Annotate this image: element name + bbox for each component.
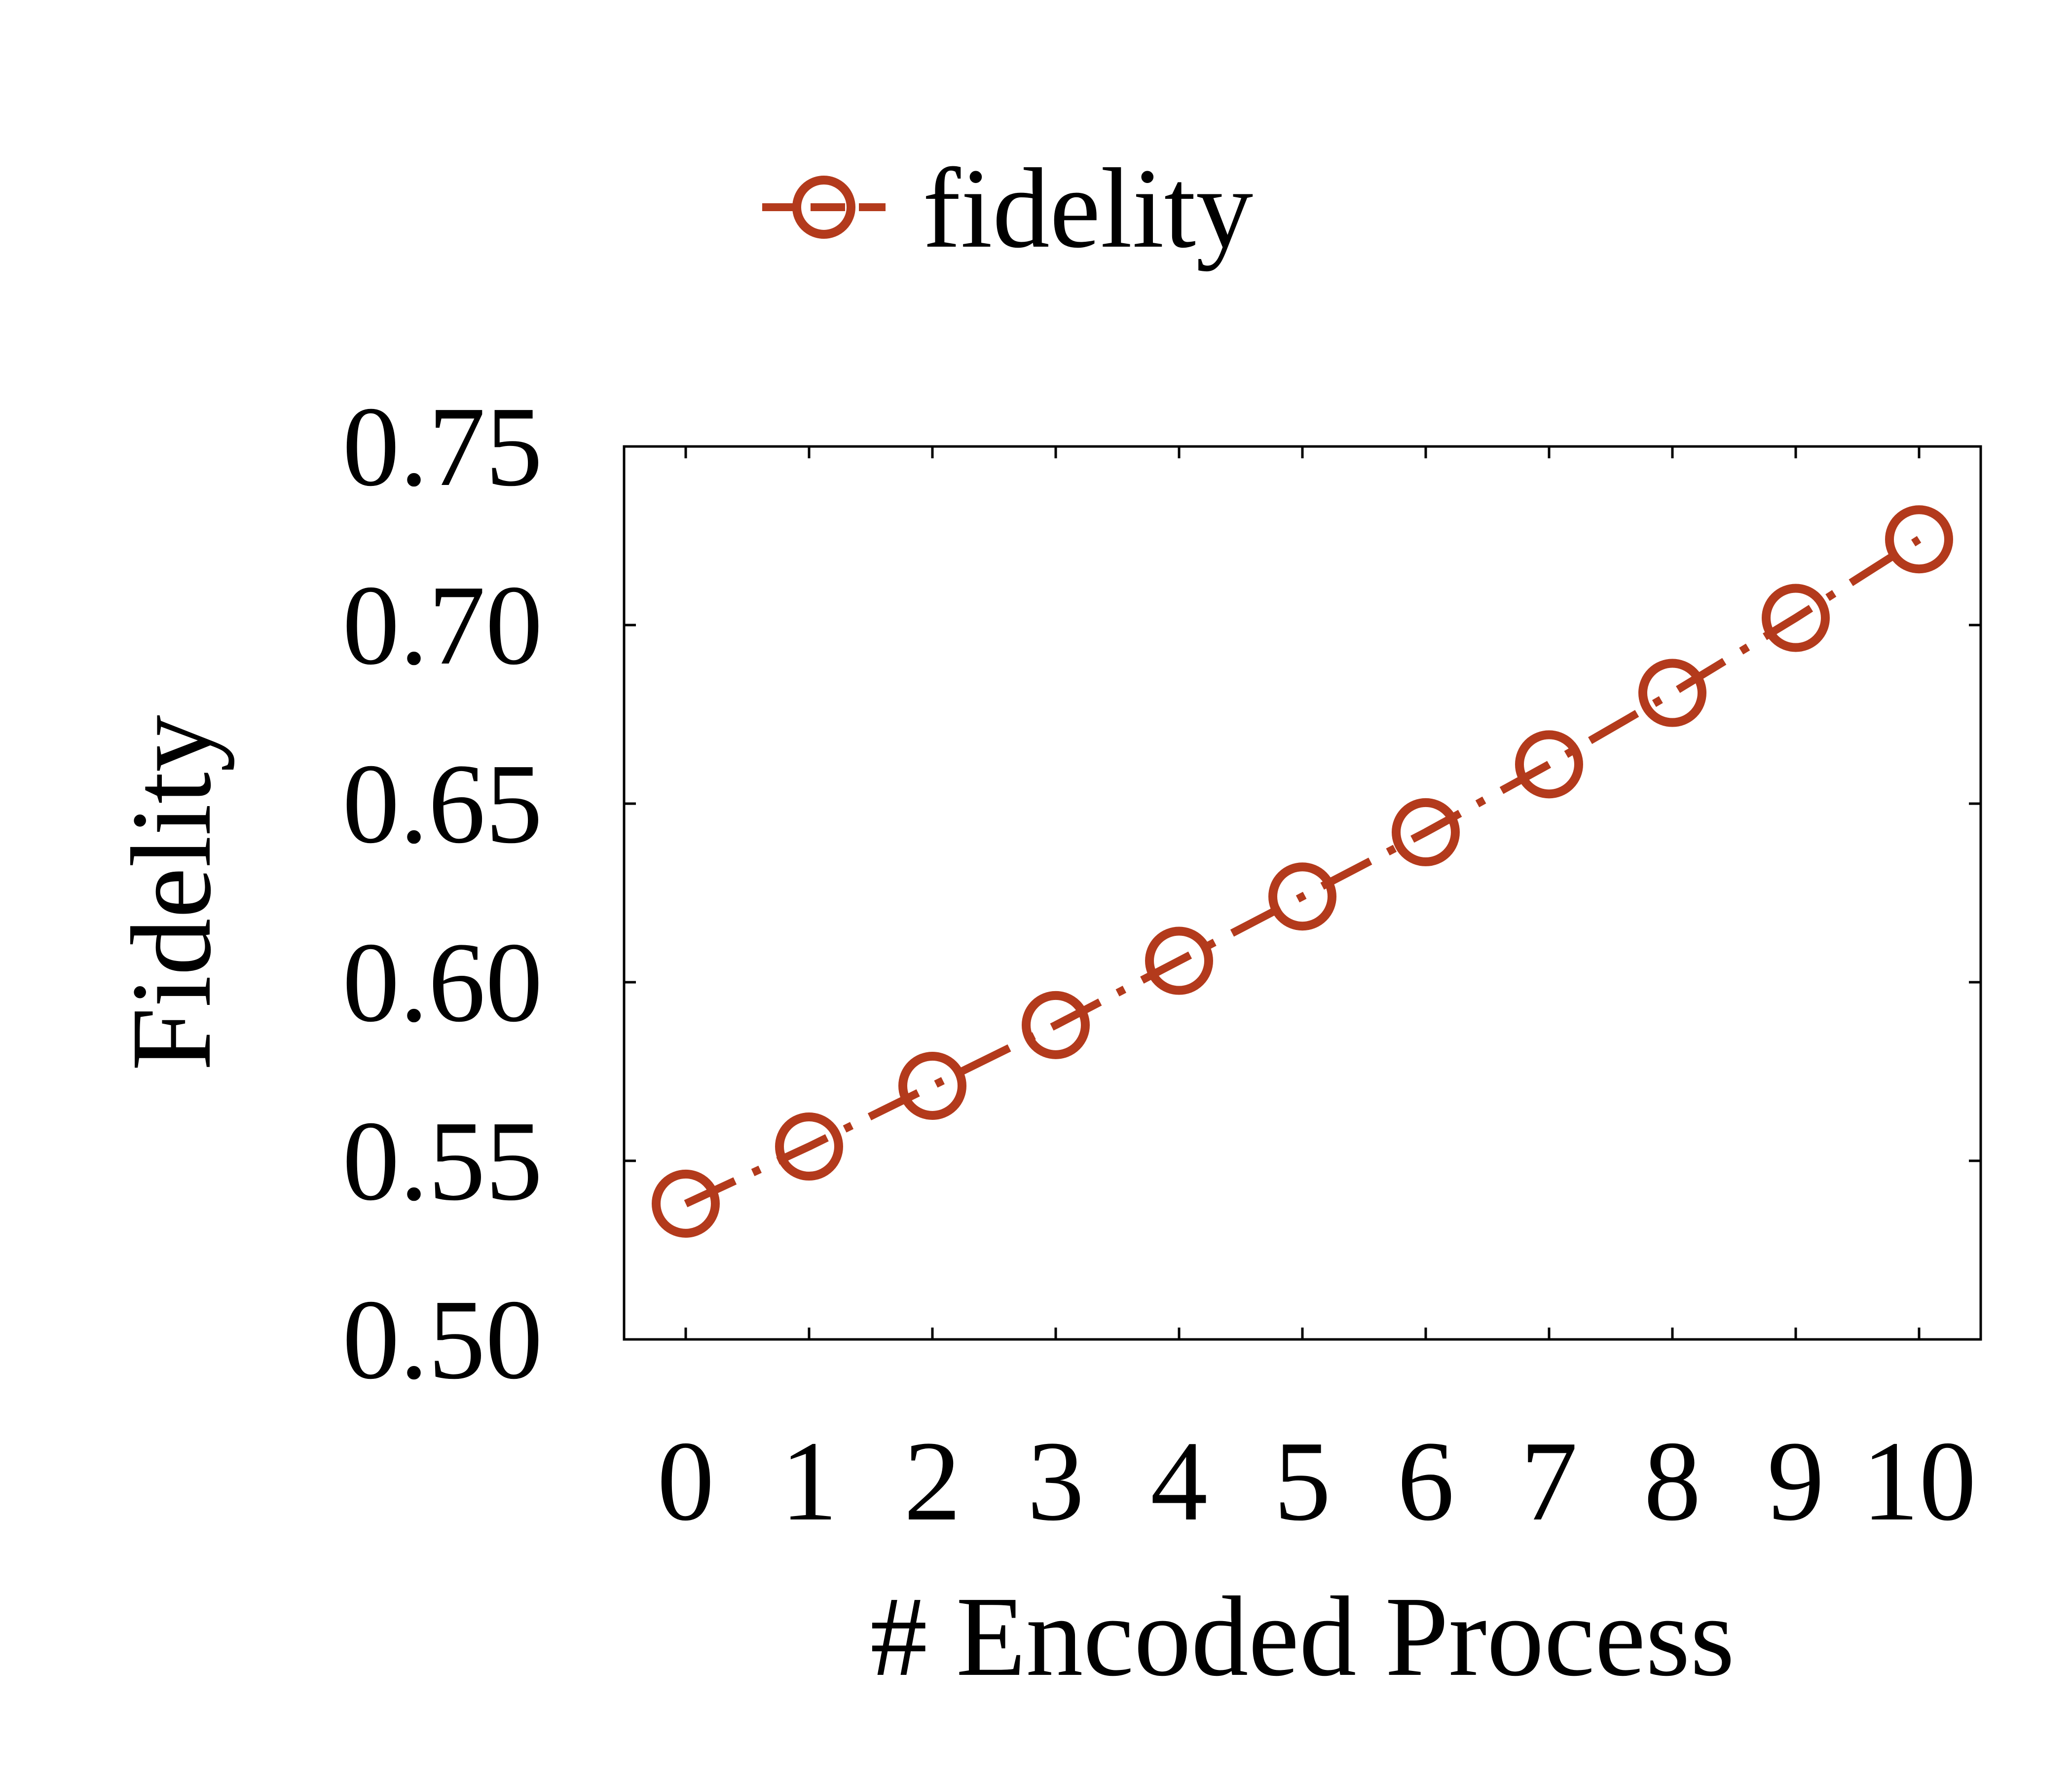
data-point [1145,926,1213,995]
x-tick-label: 7 [1520,1418,1578,1545]
y-tick-label: 0.65 [342,740,543,867]
data-point [1022,991,1090,1059]
legend-marker-swatch [792,176,855,239]
legend: fidelity [762,145,1253,272]
x-tick-label: 6 [1397,1418,1454,1545]
x-tick-label: 2 [904,1418,961,1545]
y-tick-label: 0.50 [342,1276,543,1403]
data-point [1762,584,1830,652]
data-point [775,1112,843,1181]
data-point [1515,730,1583,799]
y-tick-label: 0.55 [342,1098,543,1224]
x-tick-label: 9 [1767,1418,1824,1545]
series-line [684,536,1922,1208]
x-tick-label: 4 [1150,1418,1208,1545]
data-point [898,1051,966,1120]
data-point [1638,659,1706,727]
x-axis: 0 1 2 3 4 5 6 7 8 9 10 [657,446,1976,1545]
y-tick-label: 0.60 [342,919,543,1046]
series-fidelity [652,505,1953,1238]
x-axis-title: # Encoded Process [870,1573,1735,1700]
x-tick-label: 1 [780,1418,838,1545]
x-tick-label: 3 [1027,1418,1084,1545]
data-point [1268,862,1336,931]
y-axis: 0.50 0.55 0.60 0.65 0.70 0.75 [342,383,1981,1403]
y-tick-label: 0.75 [342,383,543,510]
y-tick-label: 0.70 [342,562,543,689]
x-tick-label: 10 [1862,1418,1976,1545]
data-point [1392,798,1460,866]
data-point [652,1169,720,1238]
x-tick-label: 5 [1274,1418,1331,1545]
x-tick-label: 0 [657,1418,714,1545]
x-tick-label: 8 [1644,1418,1701,1545]
legend-label: fidelity [923,145,1253,272]
y-axis-title: Fidelity [108,715,235,1071]
data-point [1885,505,1953,574]
